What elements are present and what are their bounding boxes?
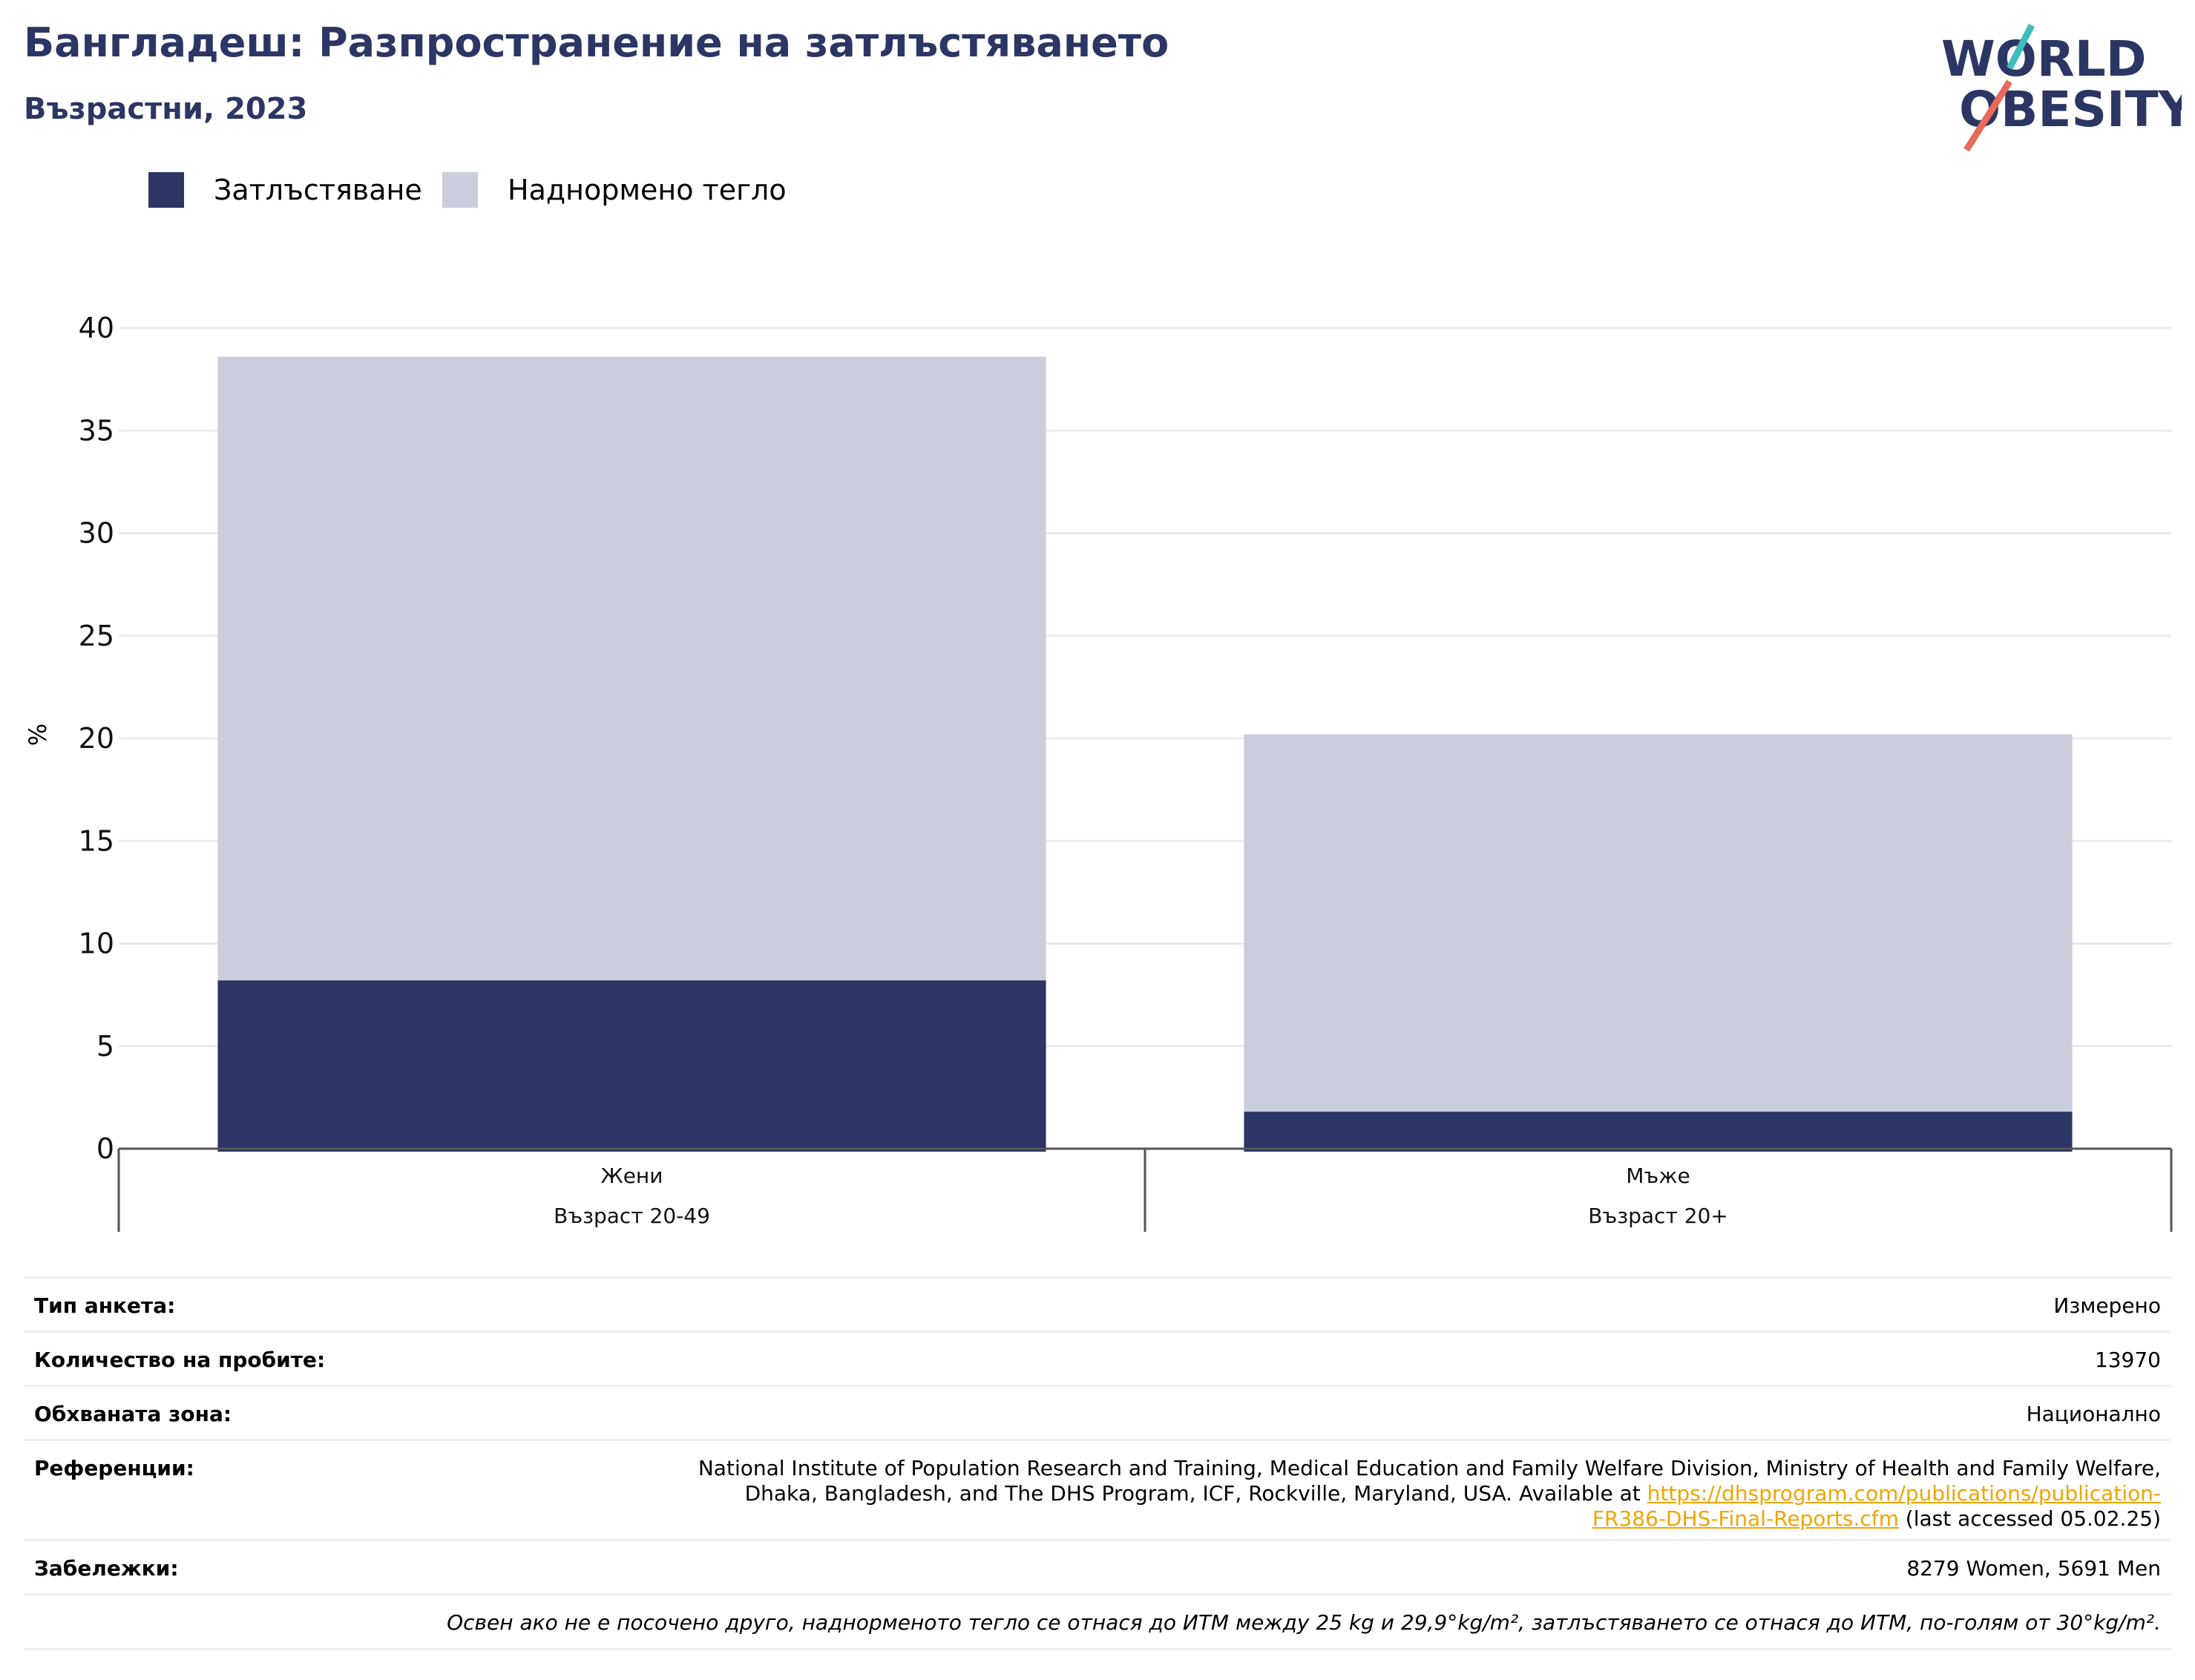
bar-obesity-0 xyxy=(217,980,1046,1152)
legend-label-overweight: Наднормено тегло xyxy=(508,174,787,206)
info-row-references: Референции: National Institute of Popula… xyxy=(24,1439,2171,1539)
y-axis-ticks: 0 5 10 15 20 25 30 35 40 xyxy=(79,312,114,1165)
sample-size-value: 13970 xyxy=(2094,1348,2161,1372)
notes-label: Забележки: xyxy=(34,1556,179,1581)
references-link-part1[interactable]: https://dhsprogram.com/publications/publ… xyxy=(1647,1481,2161,1506)
x-category-label: Жени xyxy=(601,1164,663,1188)
info-row-sample-size: Количество на пробите: 13970 xyxy=(24,1330,2171,1385)
references-value: National Institute of Population Researc… xyxy=(454,1456,2161,1539)
references-accessed: (last accessed 05.02.25) xyxy=(1898,1506,2161,1531)
y-tick-label: 15 xyxy=(79,824,114,857)
references-line1: National Institute of Population Researc… xyxy=(698,1456,2161,1480)
survey-type-label: Тип анкета: xyxy=(34,1293,176,1318)
legend-swatch-overweight xyxy=(442,172,478,208)
footnote: Освен ако не е посочено друго, наднормен… xyxy=(24,1593,2171,1650)
references-label: Референции: xyxy=(34,1456,194,1480)
references-link-part2[interactable]: FR386-DHS-Final-Reports.cfm xyxy=(1592,1506,1899,1531)
x-category-sublabel: Възраст 20+ xyxy=(1588,1204,1728,1228)
logo-line2: OBESITY xyxy=(1959,81,2182,138)
info-row-survey-type: Тип анкета: Измерено xyxy=(24,1276,2171,1330)
x-category-sublabel: Възраст 20-49 xyxy=(554,1204,710,1228)
y-tick-label: 30 xyxy=(79,517,114,550)
area-value: Национално xyxy=(2026,1402,2161,1426)
info-row-area: Обхваната зона: Национално xyxy=(24,1385,2171,1439)
x-category-label: Мъже xyxy=(1626,1164,1690,1188)
logo-teal-slash xyxy=(2007,23,2035,70)
info-row-notes: Забележки: 8279 Women, 5691 Men xyxy=(24,1539,2171,1593)
references-line2: Dhaka, Bangladesh, and The DHS Program, … xyxy=(744,1481,1647,1506)
logo-coral-slash xyxy=(1963,79,2012,152)
y-tick-label: 25 xyxy=(79,620,114,652)
bar-overweight-1 xyxy=(1244,734,2073,1152)
area-label: Обхваната зона: xyxy=(34,1402,232,1426)
y-tick-label: 10 xyxy=(79,928,114,960)
y-tick-label: 5 xyxy=(96,1030,114,1063)
y-tick-label: 35 xyxy=(79,414,114,447)
y-axis-label: % xyxy=(24,723,52,746)
world-obesity-logo: WORLD OBESITY xyxy=(1941,23,2182,152)
bar-chart: 0 5 10 15 20 25 30 35 40 % Жени Възраст 20-49 Мъже… xyxy=(24,312,2173,1232)
y-tick-label: 0 xyxy=(96,1132,114,1165)
legend-item-overweight: Наднормено тегло xyxy=(442,168,787,212)
logo-line1: WORLD xyxy=(1941,30,2147,88)
survey-type-value: Измерено xyxy=(2053,1293,2161,1318)
notes-value: 8279 Women, 5691 Men xyxy=(1906,1556,2161,1581)
legend-item-obesity: Затлъстяване xyxy=(148,168,422,212)
info-table: Тип анкета: Измерено Количество на проби… xyxy=(24,1276,2171,1650)
legend-swatch-obesity xyxy=(148,172,184,208)
bars xyxy=(217,356,2073,1152)
y-tick-label: 20 xyxy=(79,722,114,755)
legend-label-obesity: Затлъстяване xyxy=(214,174,422,206)
chart-subtitle: Възрастни, 2023 xyxy=(24,92,308,126)
chart-title: Бангладеш: Разпространение на затлъстява… xyxy=(24,19,1169,66)
y-tick-label: 40 xyxy=(79,312,114,344)
x-axis: Жени Възраст 20-49 Мъже Възраст 20+ xyxy=(117,1147,2173,1232)
sample-size-label: Количество на пробите: xyxy=(34,1348,326,1372)
bar-obesity-1 xyxy=(1244,1112,2073,1152)
